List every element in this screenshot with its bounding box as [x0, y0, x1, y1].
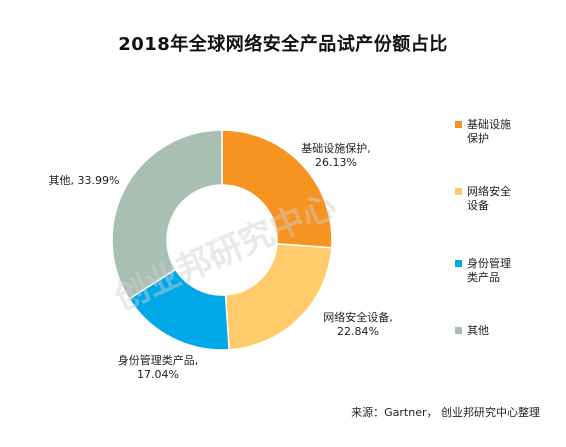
chart-title: 2018年全球网络安全产品试产份额占比 [118, 34, 448, 55]
source-note: 来源：Gartner， 创业邦研究中心整理 [351, 406, 540, 419]
legend-label-infrastructure: 保护 [467, 131, 489, 145]
donut-slice-infrastructure [221, 129, 333, 249]
data-value-identity: 17.04% [137, 368, 179, 381]
data-label-identity: 身份管理类产品, [118, 353, 199, 367]
legend-swatch-network-device [455, 188, 462, 195]
legend-swatch-other [455, 327, 462, 334]
legend-label-identity: 类产品 [467, 270, 500, 284]
donut-slice-network-device [224, 243, 333, 351]
data-value-network-device: 22.84% [337, 325, 379, 338]
donut-slice-other [111, 129, 223, 300]
legend-label-network-device: 设备 [467, 198, 489, 212]
data-label-infrastructure: 基础设施保护, [301, 141, 371, 155]
legend-label-infrastructure: 基础设施 [467, 118, 511, 131]
data-value-infrastructure: 26.13% [315, 156, 357, 169]
legend-label-identity: 身份管理 [467, 256, 511, 270]
data-label-network-device: 网络安全设备, [323, 310, 393, 324]
legend-swatch-identity [455, 260, 462, 267]
legend-label-network-device: 网络安全 [467, 184, 511, 198]
legend-label-other: 其他 [467, 324, 489, 337]
data-label-other: 其他, 33.99% [49, 174, 120, 187]
legend-swatch-infrastructure [455, 121, 462, 128]
